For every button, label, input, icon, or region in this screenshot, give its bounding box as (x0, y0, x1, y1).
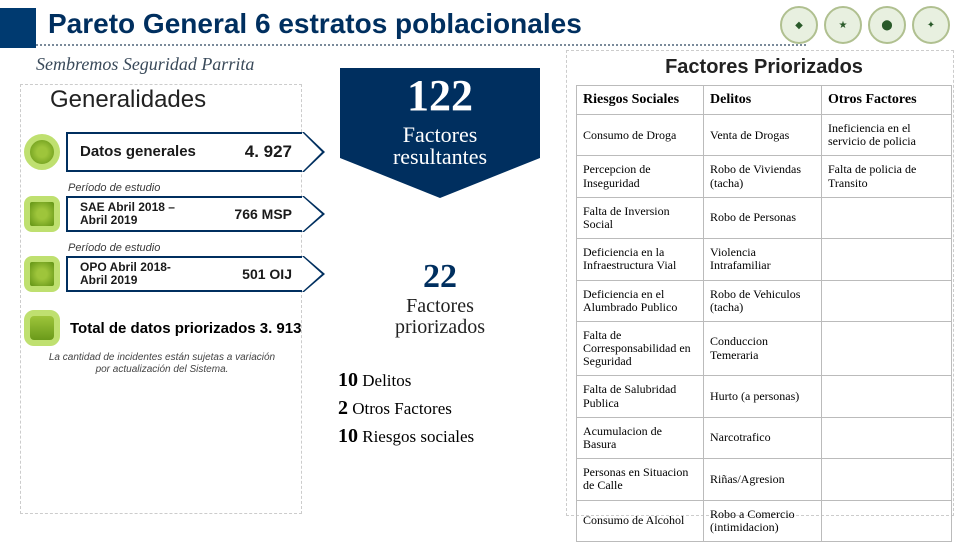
table-cell: Acumulacion de Basura (577, 417, 704, 458)
fp-heading: Factores Priorizados (576, 56, 952, 79)
table-cell: Robo a Comercio (intimidacion) (704, 500, 822, 541)
breakdown-list: 10 Delitos 2 Otros Factores 10 Riesgos s… (338, 366, 550, 450)
breakdown-otros: 2 Otros Factores (338, 394, 550, 422)
table-cell (822, 321, 952, 376)
table-row: Consumo de DrogaVenta de DrogasIneficien… (577, 115, 952, 156)
factores-priorizados-label: Factores priorizados (330, 296, 550, 338)
table-row: Consumo de AlcoholRobo a Comercio (intim… (577, 500, 952, 541)
generalidades-heading: Generalidades (50, 86, 304, 114)
col-otros: Otros Factores (822, 86, 952, 115)
datos-generales-row: Datos generales 4. 927 (24, 132, 304, 172)
opo-label: OPO Abril 2018- Abril 2019 (80, 261, 200, 286)
table-row: Acumulacion de BasuraNarcotrafico (577, 417, 952, 458)
logo-shield: ⬤ (868, 6, 906, 44)
table-cell: Consumo de Droga (577, 115, 704, 156)
factores-panel: 122 Factores resultantes 22 Factores pri… (330, 68, 550, 450)
sae-label: SAE Abril 2018 – Abril 2019 (80, 201, 190, 226)
sae-row: SAE Abril 2018 – Abril 2019 766 MSP (24, 196, 304, 232)
datos-label: Datos generales (80, 144, 196, 160)
table-cell: Robo de Viviendas (tacha) (704, 156, 822, 197)
table-cell: Hurto (a personas) (704, 376, 822, 417)
table-cell: Consumo de Alcohol (577, 500, 704, 541)
sae-arrow: SAE Abril 2018 – Abril 2019 766 MSP (66, 196, 304, 232)
calendar-icon (24, 256, 60, 292)
fp-l1: Factores (406, 295, 474, 317)
checklist-icon (24, 310, 60, 346)
generalidades-panel: Generalidades Datos generales 4. 927 Per… (24, 86, 304, 376)
table-cell: Deficiencia en el Alumbrado Publico (577, 280, 704, 321)
factores-resultantes-label: Factores resultantes (340, 124, 540, 168)
table-cell (822, 417, 952, 458)
logo-strip: ◆ ★ ⬤ ✦ (780, 6, 950, 44)
datos-generales-arrow: Datos generales 4. 927 (66, 132, 304, 172)
table-cell: Personas en Situacion de Calle (577, 459, 704, 500)
table-cell (822, 239, 952, 280)
total-row: Total de datos priorizados 3. 913 (24, 310, 304, 346)
opo-arrow: OPO Abril 2018- Abril 2019 501 OIJ (66, 256, 304, 292)
datos-value: 4. 927 (245, 142, 292, 162)
table-cell: Violencia Intrafamiliar (704, 239, 822, 280)
breakdown-delitos: 10 Delitos (338, 366, 550, 394)
title-row: Pareto General 6 estratos poblacionales (48, 8, 808, 40)
table-cell: Riñas/Agresion (704, 459, 822, 500)
table-row: Falta de Salubridad PublicaHurto (a pers… (577, 376, 952, 417)
table-row: Percepcion de InseguridadRobo de Viviend… (577, 156, 952, 197)
table-cell (822, 376, 952, 417)
pentagon-badge: 122 Factores resultantes (340, 68, 540, 198)
table-cell (822, 197, 952, 238)
target-icon (24, 134, 60, 170)
table-row: Deficiencia en la Infraestructura VialVi… (577, 239, 952, 280)
table-row: Deficiencia en el Alumbrado PublicoRobo … (577, 280, 952, 321)
table-cell: Falta de Inversion Social (577, 197, 704, 238)
factores-resultantes-number: 122 (340, 70, 540, 121)
factores-table: Riesgos Sociales Delitos Otros Factores … (576, 85, 952, 542)
table-cell (822, 280, 952, 321)
logo-fuerza: ★ (824, 6, 862, 44)
table-header-row: Riesgos Sociales Delitos Otros Factores (577, 86, 952, 115)
period1-caption: Período de estudio (68, 182, 304, 194)
table-cell (822, 459, 952, 500)
total-label: Total de datos priorizados 3. 913 (70, 320, 301, 337)
breakdown-riesgos: 10 Riesgos sociales (338, 422, 550, 450)
factores-priorizados-number: 22 (330, 258, 550, 296)
table-row: Falta de Inversion SocialRobo de Persona… (577, 197, 952, 238)
opo-value: 501 OIJ (242, 267, 292, 281)
logo-police: ✦ (912, 6, 950, 44)
fr-l2: resultantes (393, 144, 487, 169)
table-cell: Percepcion de Inseguridad (577, 156, 704, 197)
table-cell: Conduccion Temeraria (704, 321, 822, 376)
disclaimer-text: La cantidad de incidentes están sujetas … (42, 352, 282, 376)
table-cell: Falta de Corresponsabilidad en Seguridad (577, 321, 704, 376)
page-subtitle: Sembremos Seguridad Parrita (36, 54, 254, 75)
col-delitos: Delitos (704, 86, 822, 115)
page-title: Pareto General 6 estratos poblacionales (48, 8, 808, 40)
table-cell: Robo de Personas (704, 197, 822, 238)
logo-sembremos: ◆ (780, 6, 818, 44)
table-cell: Robo de Vehiculos (tacha) (704, 280, 822, 321)
table-row: Falta de Corresponsabilidad en Seguridad… (577, 321, 952, 376)
calendar-icon (24, 196, 60, 232)
factores-priorizados-panel: Factores Priorizados Riesgos Sociales De… (576, 56, 952, 542)
table-cell: Venta de Drogas (704, 115, 822, 156)
opo-row: OPO Abril 2018- Abril 2019 501 OIJ (24, 256, 304, 292)
table-cell: Narcotrafico (704, 417, 822, 458)
sae-value: 766 MSP (234, 207, 292, 221)
col-riesgos: Riesgos Sociales (577, 86, 704, 115)
table-cell: Falta de policia de Transito (822, 156, 952, 197)
table-cell (822, 500, 952, 541)
table-cell: Ineficiencia en el servicio de policia (822, 115, 952, 156)
period2-caption: Período de estudio (68, 242, 304, 254)
fp-l2: priorizados (395, 316, 485, 338)
table-row: Personas en Situacion de CalleRiñas/Agre… (577, 459, 952, 500)
header-divider (36, 44, 806, 46)
header-accent-bar (0, 8, 36, 48)
table-cell: Falta de Salubridad Publica (577, 376, 704, 417)
table-cell: Deficiencia en la Infraestructura Vial (577, 239, 704, 280)
